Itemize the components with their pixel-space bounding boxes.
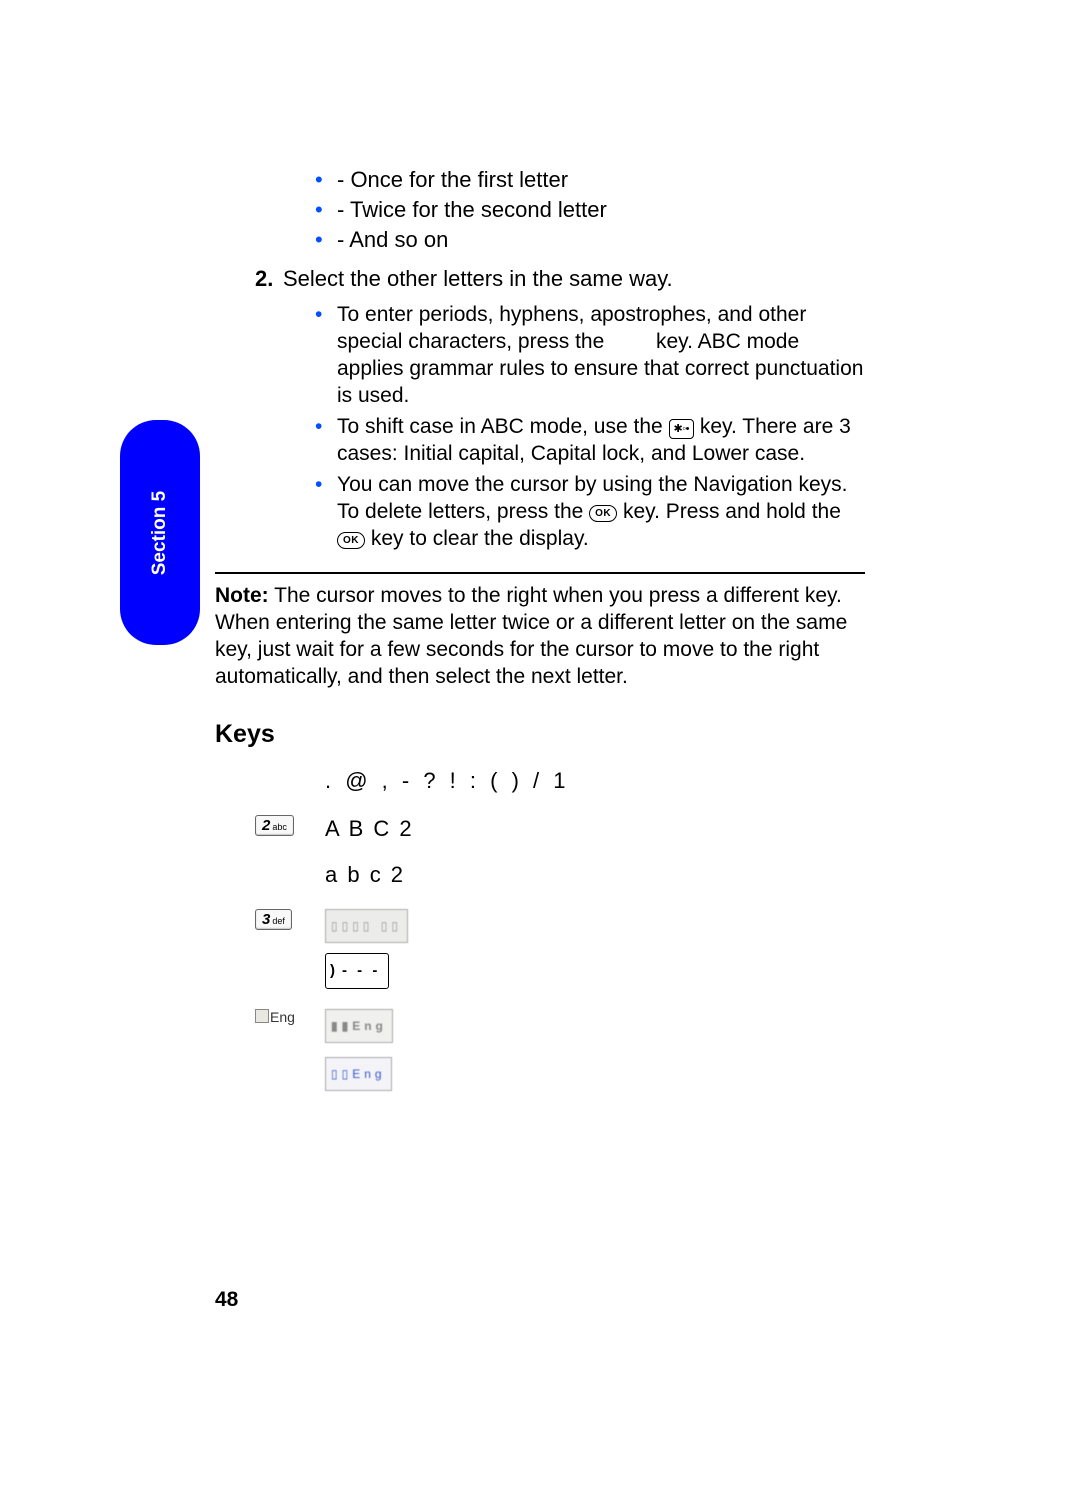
- keys-val-line: a b c 2: [325, 861, 414, 889]
- blurred-text-icon: ▯▯▯▯ ▯▯: [325, 909, 408, 943]
- blurred-text-icon: ▯▯Eng: [325, 1057, 392, 1091]
- keys-val-cell: . @ , - ? ! : ( ) / 1: [325, 767, 569, 795]
- phone-key-digit: 3: [262, 911, 270, 928]
- keys-val-cell: A B C 2 a b c 2: [325, 815, 414, 889]
- phone-key-3-icon: 3def: [255, 909, 292, 930]
- keys-row: 2abc A B C 2 a b c 2: [255, 815, 865, 889]
- divider: [215, 572, 865, 574]
- text-fragment: To shift case in ABC mode, use the: [337, 415, 669, 438]
- sub-bullet: To shift case in ABC mode, use the ✱◦• k…: [315, 413, 865, 467]
- eng-mode-label: Eng: [255, 1009, 295, 1025]
- keys-key-cell: 3def: [255, 909, 325, 930]
- phone-key-2-icon: 2abc: [255, 815, 294, 836]
- section-tab-label: Section 5: [149, 490, 171, 574]
- ok-key-icon: OK: [589, 505, 617, 522]
- keys-table: . @ , - ? ! : ( ) / 1 2abc A B C 2 a b c…: [255, 767, 865, 1091]
- keys-key-cell: 2abc: [255, 815, 325, 836]
- note-label: Note:: [215, 584, 269, 607]
- intro-bullet: - And so on: [315, 225, 865, 255]
- note-paragraph: Note: The cursor moves to the right when…: [215, 582, 865, 690]
- dash-box-icon: - - -: [325, 953, 389, 989]
- section-tab: Section 5: [120, 420, 200, 645]
- blurred-text-icon: ▮▮Eng: [325, 1009, 393, 1043]
- intro-bullet: - Twice for the second letter: [315, 195, 865, 225]
- keys-row: . @ , - ? ! : ( ) / 1: [255, 767, 865, 795]
- text-fragment: key to clear the display.: [371, 527, 589, 550]
- intro-bullet-list: - Once for the first letter - Twice for …: [315, 165, 865, 255]
- phone-key-digit: 2: [262, 817, 270, 834]
- keys-key-cell: Eng: [255, 1009, 325, 1025]
- step-text: Select the other letters in the same way…: [283, 266, 673, 291]
- star-key-icon: ✱◦•: [669, 419, 694, 439]
- main-content: - Once for the first letter - Twice for …: [215, 165, 865, 1111]
- keys-val-cell: ▯▯▯▯ ▯▯ - - -: [325, 909, 408, 989]
- keys-val-cell: ▮▮Eng ▯▯Eng: [325, 1009, 393, 1091]
- ok-key-icon: OK: [337, 532, 365, 549]
- step-2: 2.Select the other letters in the same w…: [255, 265, 865, 293]
- note-text: The cursor moves to the right when you p…: [215, 584, 847, 688]
- eng-text: Eng: [270, 1009, 295, 1025]
- sub-bullet: You can move the cursor by using the Nav…: [315, 471, 865, 552]
- keys-row: Eng ▮▮Eng ▯▯Eng: [255, 1009, 865, 1091]
- step-number: 2.: [255, 265, 283, 293]
- eng-mode-icon: [255, 1009, 269, 1023]
- keys-row: 3def ▯▯▯▯ ▯▯ - - -: [255, 909, 865, 989]
- keys-heading: Keys: [215, 720, 865, 749]
- keys-val-line: A B C 2: [325, 816, 414, 841]
- phone-key-letters: def: [272, 916, 285, 926]
- phone-key-letters: abc: [272, 822, 287, 832]
- page-number: 48: [215, 1288, 238, 1312]
- intro-bullet: - Once for the first letter: [315, 165, 865, 195]
- text-fragment: key. Press and hold the: [623, 500, 841, 523]
- sub-bullet: To enter periods, hyphens, apostrophes, …: [315, 301, 865, 409]
- sub-bullet-list: To enter periods, hyphens, apostrophes, …: [315, 301, 865, 552]
